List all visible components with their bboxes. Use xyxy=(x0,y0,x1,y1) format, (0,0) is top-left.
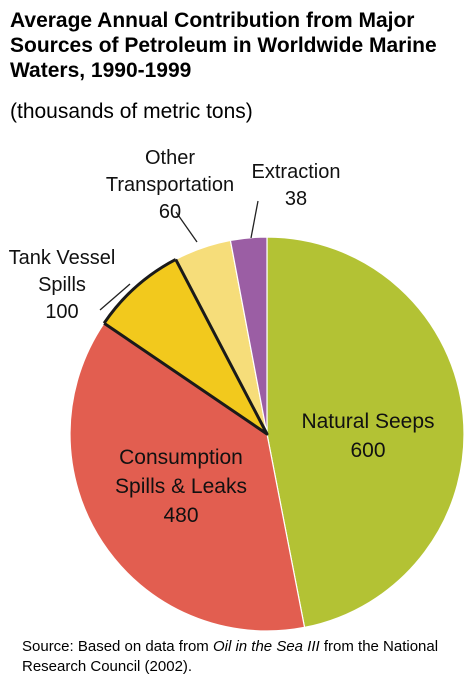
chart-subtitle: (thousands of metric tons) xyxy=(10,100,253,123)
chart-title: Average Annual Contribution from Major S… xyxy=(10,9,437,82)
source-suffix: from the National Research Council (2002… xyxy=(22,638,439,675)
tank-vessel-outline-edges xyxy=(103,258,269,436)
slice-label-consumption-spills-leaks: Consumption Spills & Leaks 480 xyxy=(115,446,247,527)
pie-slice-natural-seeps xyxy=(266,236,465,629)
tank-vessel-outline-arc xyxy=(102,258,177,325)
slice-label-tank-vessel-spills: Tank Vessel Spills 100 xyxy=(9,247,116,323)
pie-slices xyxy=(69,236,465,632)
leader-line-tank-vessel-spills xyxy=(99,283,131,311)
slice-label-extraction: Extraction 38 xyxy=(252,161,341,210)
source-prefix: Source: Based on data from xyxy=(22,638,213,655)
leader-line-other-transportation xyxy=(175,211,198,243)
source-note: Source: Based on data from Oil in the Se… xyxy=(22,637,462,677)
pie-slice-extraction xyxy=(229,236,268,435)
leader-lines xyxy=(99,200,259,311)
tanker-outline xyxy=(102,258,269,436)
leader-line-extraction xyxy=(250,200,259,239)
slice-label-other-transportation: Other Transportation 60 xyxy=(106,147,234,223)
pie-slice-consumption-spills-leaks xyxy=(69,322,306,632)
slice-label-natural-seeps: Natural Seeps 600 xyxy=(301,410,434,462)
source-book: Oil in the Sea III xyxy=(212,638,320,655)
slice-labels: Natural Seeps 600 Consumption Spills & Leak… xyxy=(9,147,435,527)
